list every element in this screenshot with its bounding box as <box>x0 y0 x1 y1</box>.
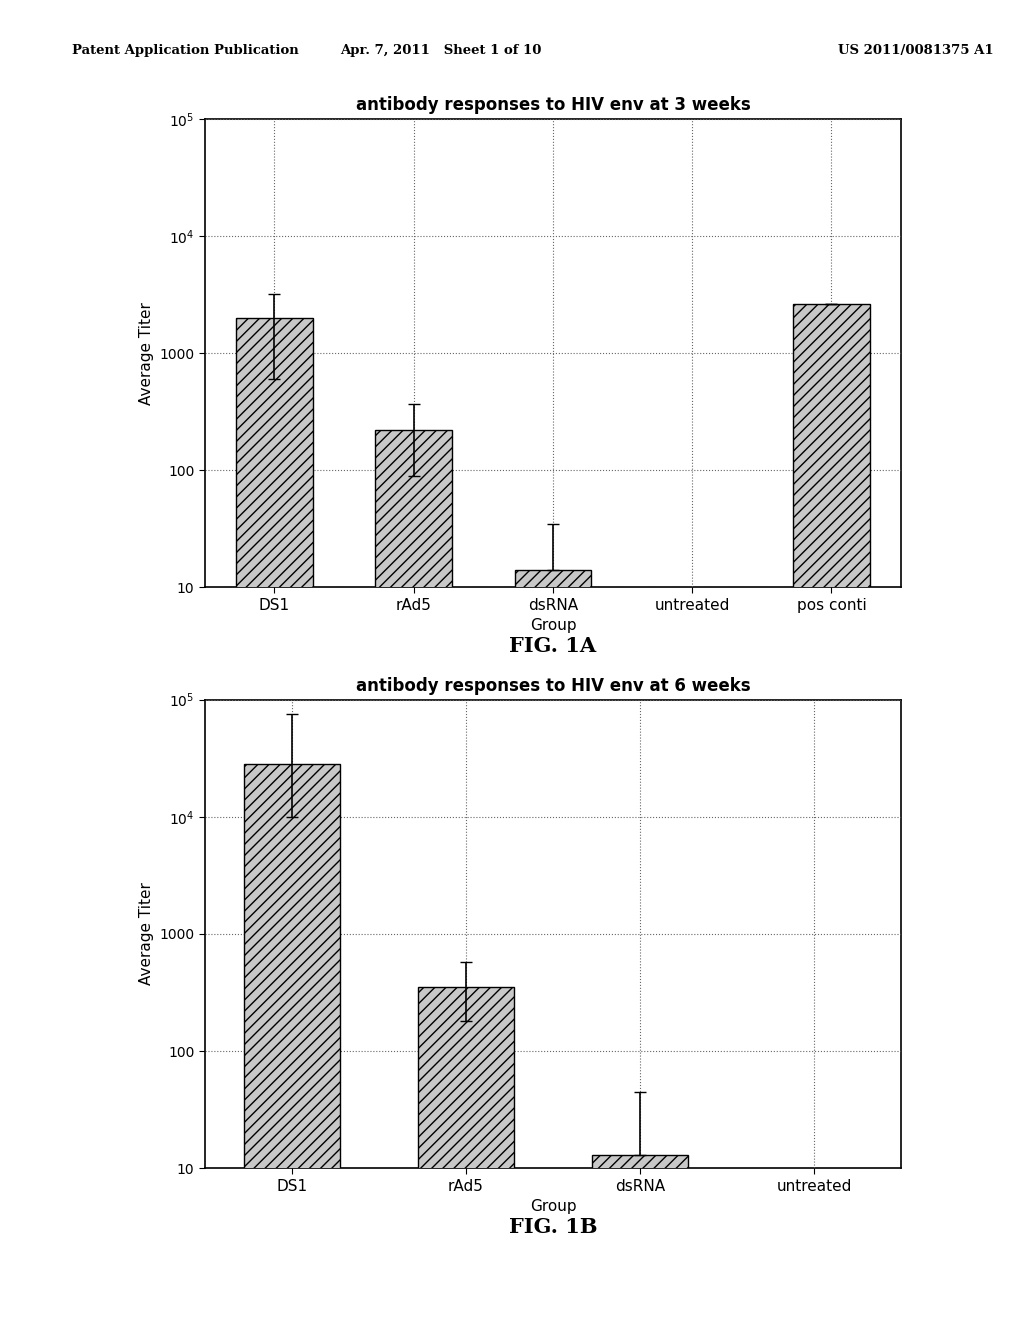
Title: antibody responses to HIV env at 3 weeks: antibody responses to HIV env at 3 weeks <box>355 96 751 115</box>
Bar <box>794 305 869 1320</box>
Bar <box>418 987 514 1320</box>
Bar <box>237 318 312 1320</box>
Text: US 2011/0081375 A1: US 2011/0081375 A1 <box>838 44 993 57</box>
Y-axis label: Average Titer: Average Titer <box>138 883 154 985</box>
Text: Patent Application Publication: Patent Application Publication <box>72 44 298 57</box>
Text: FIG. 1A: FIG. 1A <box>509 636 597 656</box>
Title: antibody responses to HIV env at 6 weeks: antibody responses to HIV env at 6 weeks <box>355 677 751 696</box>
X-axis label: Group: Group <box>529 1199 577 1214</box>
X-axis label: Group: Group <box>529 618 577 634</box>
Text: FIG. 1B: FIG. 1B <box>509 1217 597 1237</box>
Text: Apr. 7, 2011   Sheet 1 of 10: Apr. 7, 2011 Sheet 1 of 10 <box>340 44 541 57</box>
Bar <box>376 430 452 1320</box>
Bar <box>515 570 591 1320</box>
Y-axis label: Average Titer: Average Titer <box>138 302 154 404</box>
Bar <box>244 764 340 1320</box>
Bar <box>592 1155 688 1320</box>
